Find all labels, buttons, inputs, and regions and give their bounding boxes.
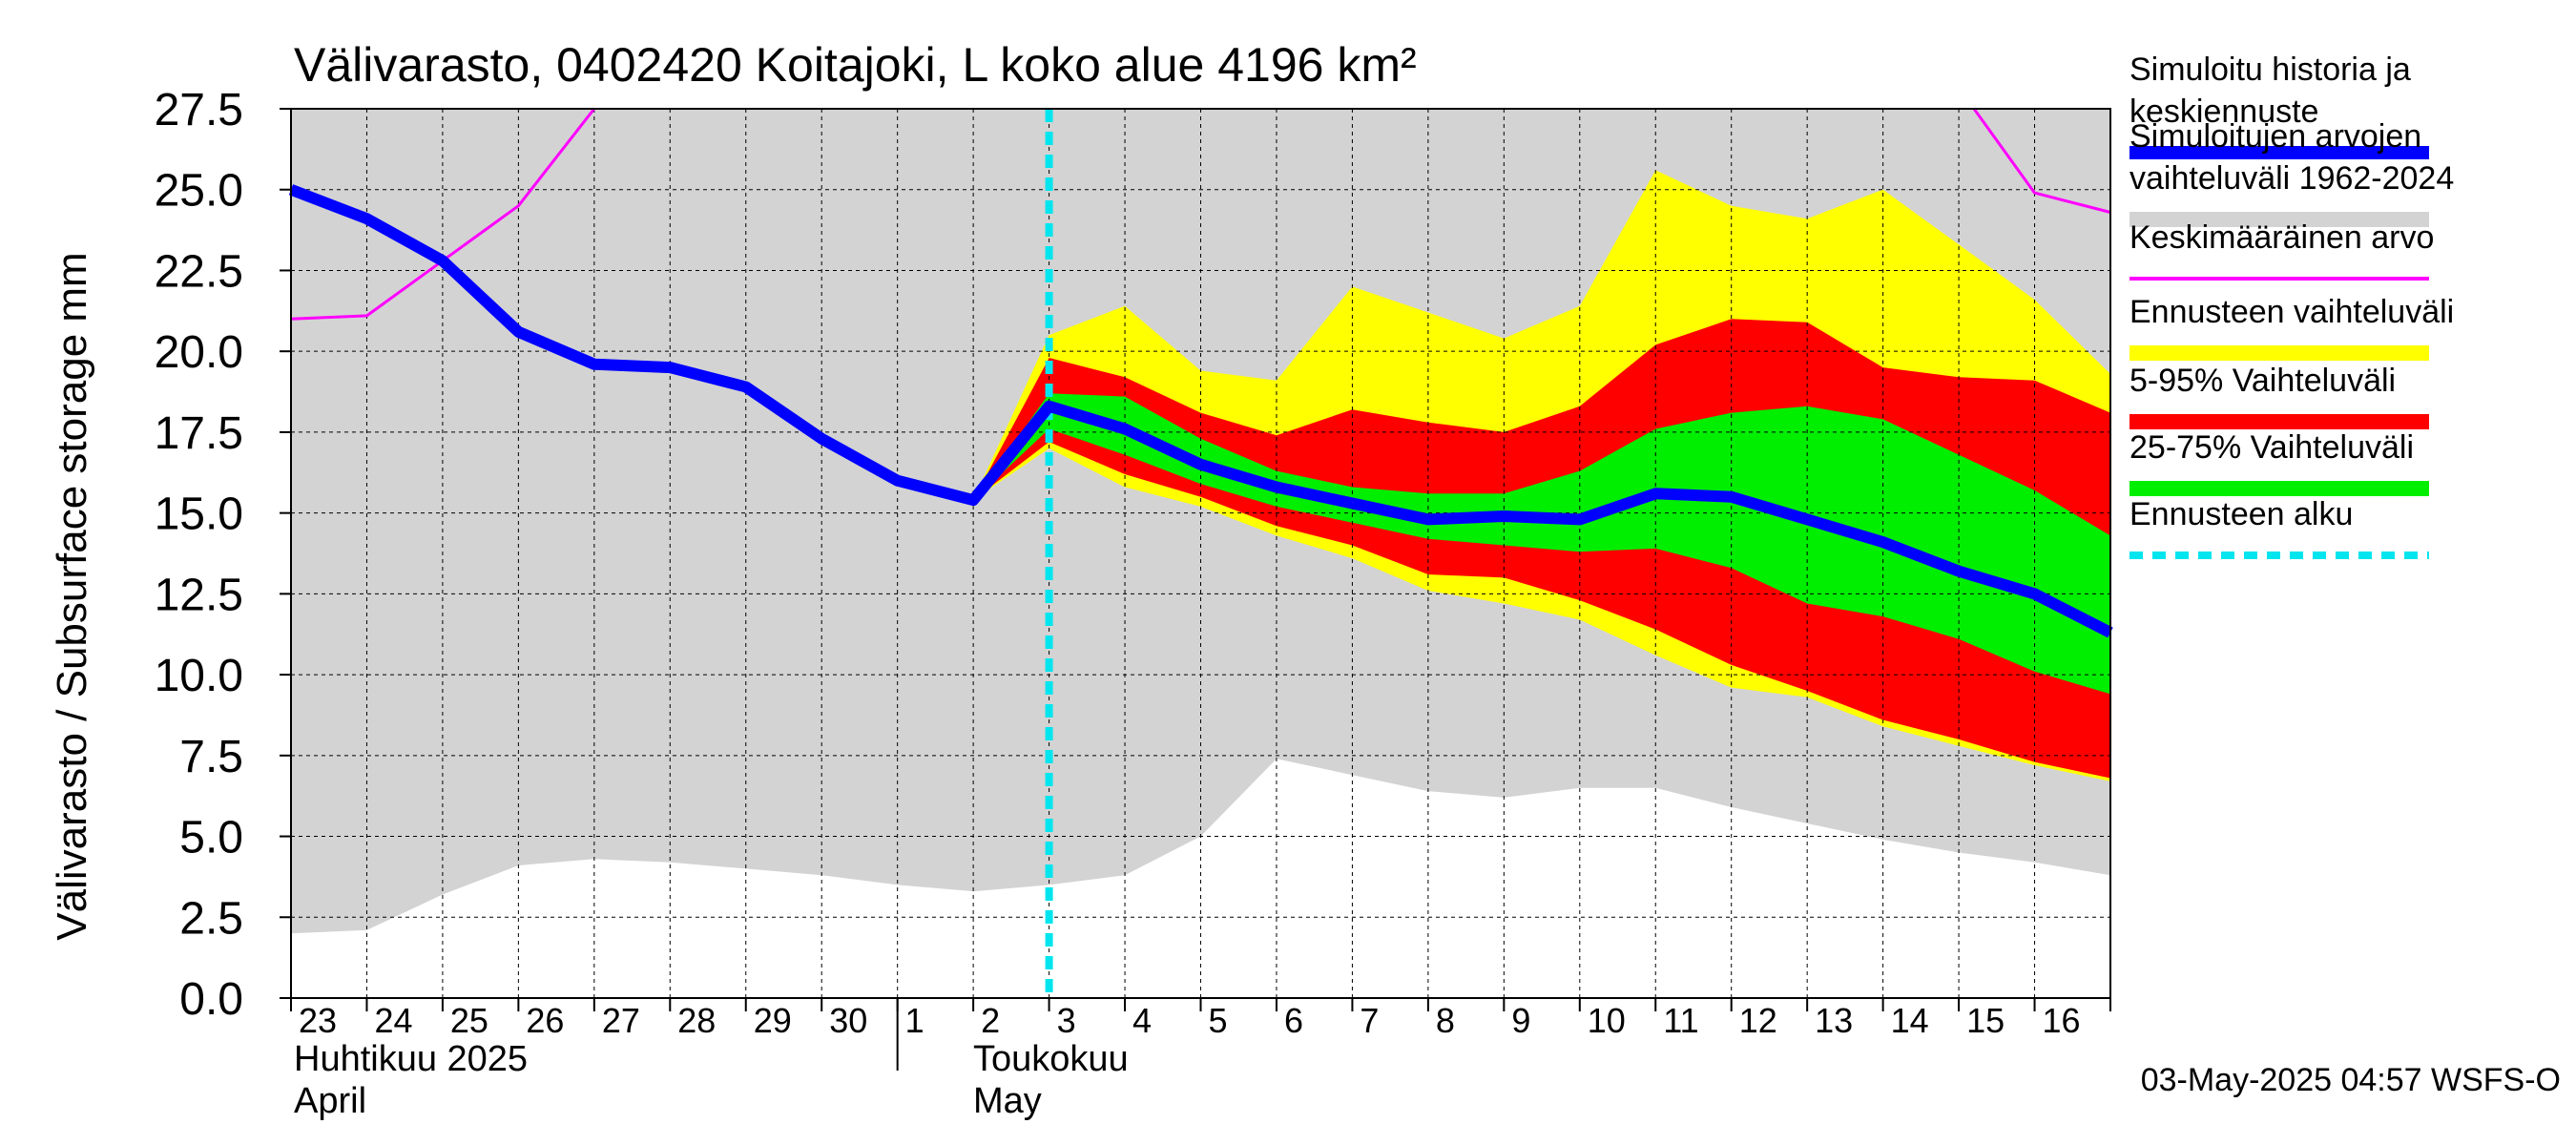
x-tick-label: 8 (1436, 1001, 1455, 1040)
y-tick-label: 22.5 (155, 246, 243, 297)
y-tick-label: 12.5 (155, 570, 243, 620)
x-tick-label: 7 (1360, 1001, 1379, 1040)
legend-label: Ennusteen alku (2129, 496, 2353, 532)
series-line-simulated (288, 184, 2113, 638)
series-line-mean (1972, 108, 2111, 214)
legend-label: Simuloitu historia ja (2129, 52, 2411, 88)
x-tick-label: 3 (1057, 1001, 1076, 1040)
x-tick-label: 28 (677, 1001, 716, 1040)
y-axis-label: Välivarasto / Subsurface storage mm (49, 252, 95, 940)
y-tick-label: 17.5 (155, 408, 243, 459)
month-labels: Huhtikuu 2025 April Toukokuu May (294, 1039, 1129, 1121)
x-tick-label: 14 (1891, 1001, 1929, 1040)
legend-swatch (2129, 345, 2429, 361)
month-label-may-fi: Toukokuu (973, 1039, 1129, 1079)
legend-swatch (2129, 212, 2429, 227)
series-lines (288, 108, 2113, 998)
month-label-april-fi: Huhtikuu 2025 (294, 1039, 528, 1079)
month-label-may-en: May (973, 1081, 1042, 1121)
x-tick-label: 23 (299, 1001, 337, 1040)
timestamp: 03-May-2025 04:57 WSFS-O (2141, 1062, 2561, 1098)
x-tick-label: 27 (602, 1001, 640, 1040)
x-tick-label: 29 (754, 1001, 792, 1040)
x-axis-ticks: 23 24 25 26 27 28 29 30 1 2 3 4 5 6 7 8 9 10 11 12 13 14 15 16 (290, 998, 2111, 1071)
x-tick-label: 25 (450, 1001, 488, 1040)
x-tick-label: 6 (1284, 1001, 1303, 1040)
legend-label: Simuloitujen arvojen (2129, 118, 2421, 155)
x-tick-label: 30 (829, 1001, 867, 1040)
legend: Simuloitu historia ja keskiennusteSimuloi… (2129, 52, 2454, 559)
legend-label: Keskimääräinen arvo (2129, 219, 2434, 256)
legend-label: vaihteluväli 1962-2024 (2129, 160, 2454, 197)
y-tick-label: 0.0 (179, 974, 243, 1025)
legend-label: 5-95% Vaihteluväli (2129, 363, 2396, 399)
y-tick-label: 15.0 (155, 489, 243, 540)
y-tick-label: 7.5 (179, 732, 243, 782)
legend-swatch (2129, 481, 2429, 496)
x-tick-label: 11 (1663, 1001, 1698, 1040)
y-tick-label: 25.0 (155, 166, 243, 217)
x-tick-label: 26 (526, 1001, 564, 1040)
y-tick-label: 20.0 (155, 327, 243, 378)
y-tick-label: 5.0 (179, 813, 243, 864)
x-tick-label: 4 (1132, 1001, 1152, 1040)
x-tick-label: 16 (2043, 1001, 2081, 1040)
legend-swatch (2129, 414, 2429, 429)
legend-label: 25-75% Vaihteluväli (2129, 429, 2414, 466)
y-tick-label: 27.5 (155, 85, 243, 135)
chart-title: Välivarasto, 0402420 Koitajoki, L koko a… (294, 38, 1417, 92)
x-tick-label: 1 (905, 1001, 924, 1040)
y-tick-label: 2.5 (179, 893, 243, 944)
x-tick-label: 9 (1511, 1001, 1530, 1040)
x-tick-label: 13 (1815, 1001, 1853, 1040)
x-tick-label: 5 (1209, 1001, 1228, 1040)
y-axis-ticks: 0.0 2.5 5.0 7.5 10.0 12.5 15.0 17.5 20.0 22.5 25.0… (155, 85, 291, 1025)
month-label-april-en: April (294, 1081, 366, 1121)
legend-label: Ennusteen vaihteluväli (2129, 294, 2454, 330)
band-25-75 (973, 393, 2110, 695)
x-tick-label: 10 (1588, 1001, 1626, 1040)
x-tick-label: 15 (1966, 1001, 2005, 1040)
y-tick-label: 10.0 (155, 651, 243, 701)
legend-label: keskiennuste (2129, 94, 2318, 130)
x-tick-label: 24 (374, 1001, 412, 1040)
x-tick-label: 2 (981, 1001, 1000, 1040)
x-tick-label: 12 (1739, 1001, 1777, 1040)
plot-area (288, 108, 2113, 999)
